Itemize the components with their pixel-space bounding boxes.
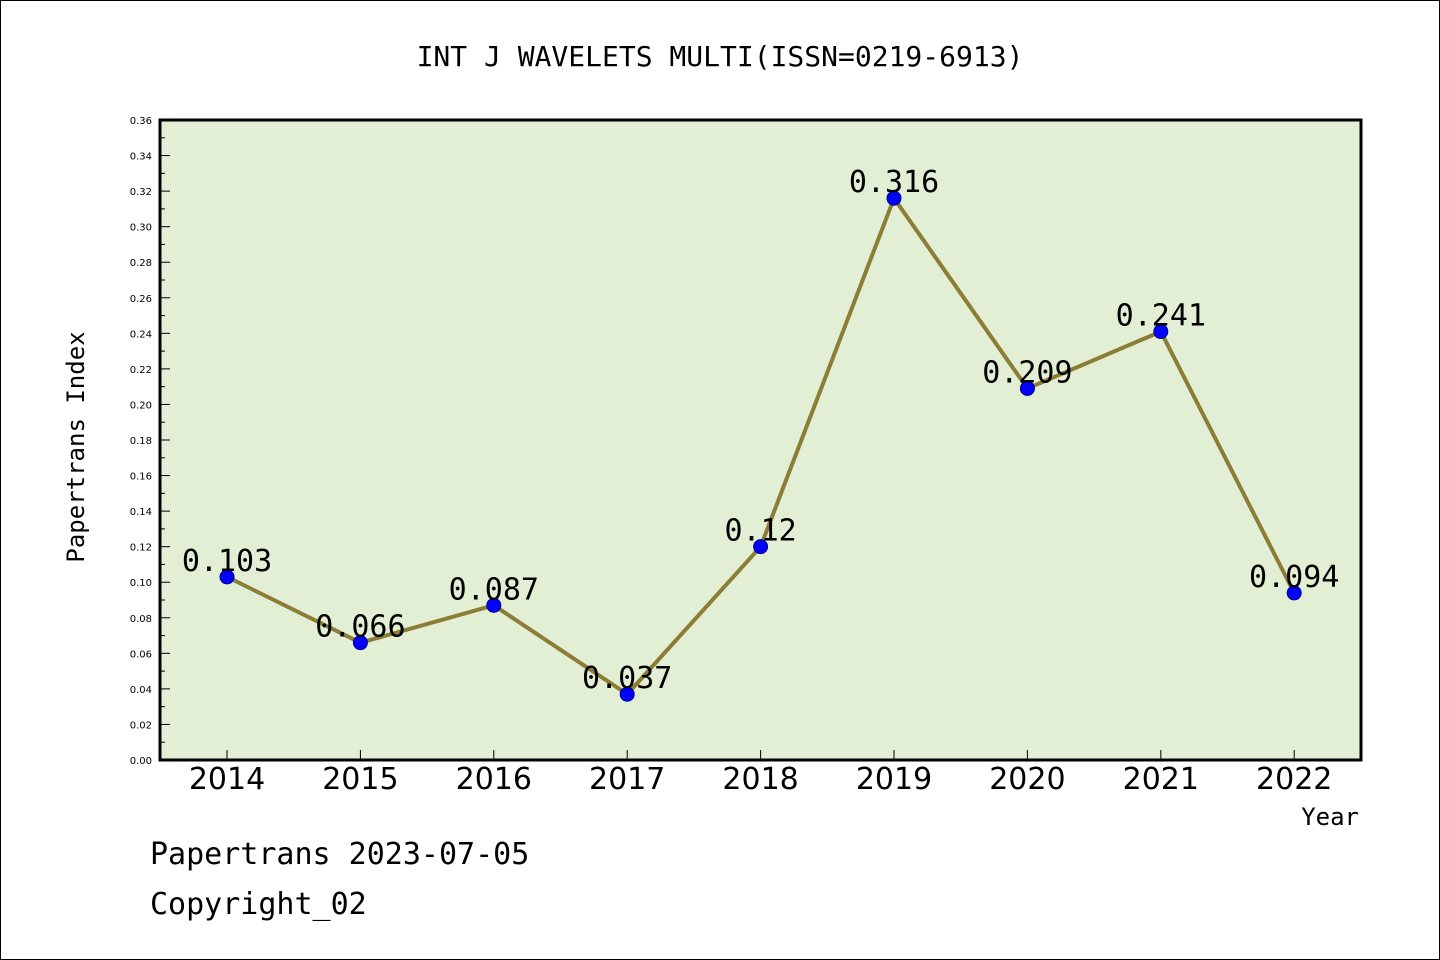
y-tick-label: 0.02 — [130, 720, 152, 731]
x-tick-label: 2020 — [989, 762, 1065, 797]
chart-title: INT J WAVELETS MULTI(ISSN=0219-6913) — [417, 40, 1024, 73]
data-label: 0.209 — [982, 355, 1072, 390]
y-tick-label: 0.12 — [130, 543, 152, 554]
data-point — [352, 635, 368, 651]
data-point — [219, 569, 235, 585]
y-tick-label: 0.34 — [130, 152, 152, 163]
y-tick-label: 0.06 — [130, 649, 152, 660]
data-point — [619, 686, 635, 702]
x-axis-label: Year — [1301, 803, 1359, 831]
y-tick-label: 0.24 — [130, 329, 152, 340]
y-tick-label: 0.20 — [130, 400, 152, 411]
y-tick-label: 0.26 — [130, 294, 152, 305]
x-tick-label: 2019 — [856, 762, 932, 797]
footer-date: Papertrans 2023-07-05 — [150, 837, 529, 872]
y-tick-label: 0.30 — [130, 223, 152, 234]
footer-copyright: Copyright_02 — [150, 887, 367, 922]
y-tick-label: 0.36 — [130, 116, 152, 127]
y-tick-label: 0.04 — [130, 685, 152, 696]
data-label: 0.241 — [1116, 299, 1206, 334]
x-tick-label: 2018 — [722, 762, 798, 797]
data-point — [753, 539, 769, 555]
data-point — [1153, 324, 1169, 340]
data-label: 0.094 — [1249, 560, 1339, 595]
data-labels: 0.103 0.066 0.087 0.037 0.12 0.316 0.209 0.241 0… — [182, 165, 1340, 696]
y-tick-label: 0.16 — [130, 472, 152, 483]
y-tick-label: 0.00 — [130, 756, 152, 767]
y-axis: 0.00 0.02 0.04 0.06 0.08 0.10 0.12 0.14 0.16 0.18… — [130, 116, 170, 767]
data-point — [486, 597, 502, 613]
y-tick-label: 0.10 — [130, 578, 152, 589]
data-label: 0.087 — [449, 572, 539, 607]
x-tick-label: 2015 — [322, 762, 398, 797]
data-point — [1019, 380, 1035, 396]
y-axis-label: Papertrans Index — [62, 331, 90, 562]
y-tick-label: 0.22 — [130, 365, 152, 376]
y-tick-label: 0.32 — [130, 187, 152, 198]
data-point — [886, 190, 902, 206]
y-tick-label: 0.14 — [130, 507, 152, 518]
plot-area — [158, 118, 1363, 762]
x-tick-label: 2021 — [1123, 762, 1199, 797]
x-axis: 2014 2015 2016 2017 2018 2019 2020 2021 2022 — [189, 750, 1332, 797]
x-tick-label: 2022 — [1256, 762, 1332, 797]
y-tick-label: 0.08 — [130, 614, 152, 625]
x-tick-label: 2014 — [189, 762, 265, 797]
series-markers — [219, 190, 1302, 702]
data-point — [1286, 585, 1302, 601]
data-label: 0.316 — [849, 165, 939, 200]
data-label: 0.103 — [182, 544, 272, 579]
data-label: 0.12 — [724, 514, 796, 549]
x-tick-label: 2016 — [456, 762, 532, 797]
y-tick-label: 0.18 — [130, 436, 152, 447]
x-tick-label: 2017 — [589, 762, 665, 797]
data-label: 0.066 — [315, 610, 405, 645]
data-label: 0.037 — [582, 661, 672, 696]
y-tick-label: 0.28 — [130, 258, 152, 269]
